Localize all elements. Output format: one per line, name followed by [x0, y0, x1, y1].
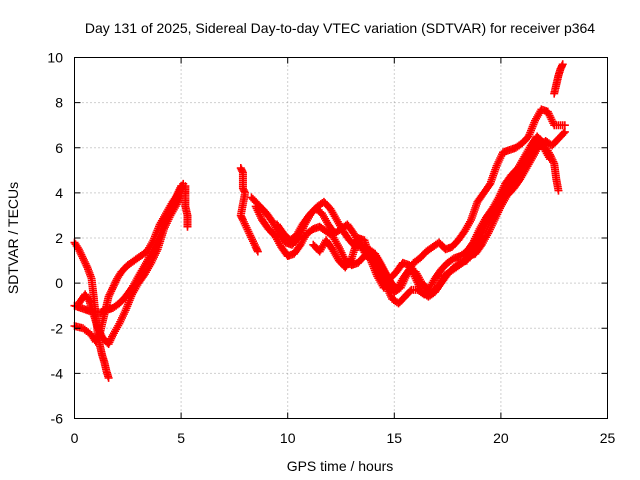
y-tick-label: -4	[51, 365, 64, 381]
data-points	[70, 60, 569, 382]
data-point	[560, 121, 569, 130]
data-point	[105, 338, 114, 347]
data-point	[485, 181, 494, 190]
data-point	[108, 285, 117, 294]
y-axis-label: SDTVAR / TECUs	[5, 182, 21, 294]
y-tick-label: -6	[51, 411, 64, 427]
data-point	[75, 247, 84, 256]
data-point	[559, 129, 568, 138]
data-point	[77, 250, 86, 259]
x-tick-label: 10	[280, 430, 296, 446]
data-point	[84, 295, 93, 304]
data-point	[109, 281, 118, 290]
y-tick-labels: -6 -4 -2 0 2 4 6 8 10	[47, 50, 63, 427]
x-tick-labels: 0 5 10 15 20 25	[71, 430, 616, 446]
y-tick-label: 4	[55, 185, 63, 201]
data-point	[107, 287, 116, 296]
data-point	[82, 261, 91, 270]
x-tick-label: 20	[493, 430, 509, 446]
grid	[74, 57, 608, 419]
data-point	[92, 335, 101, 344]
data-point	[108, 283, 117, 292]
data-point	[110, 280, 119, 289]
data-point	[105, 290, 114, 299]
data-point	[545, 155, 554, 164]
data-point	[74, 245, 83, 254]
series-track-d	[74, 191, 186, 349]
x-tick-label: 25	[600, 430, 616, 446]
x-axis-label: GPS time / hours	[287, 458, 394, 474]
data-point	[104, 340, 113, 349]
data-point	[106, 289, 115, 298]
data-point	[79, 256, 88, 265]
y-tick-label: 0	[55, 275, 63, 291]
data-point	[91, 337, 100, 346]
data-point	[104, 373, 113, 382]
data-point	[94, 326, 103, 335]
data-point	[106, 336, 115, 345]
data-point	[78, 252, 87, 261]
data-point	[560, 127, 569, 136]
data-point	[172, 200, 181, 209]
y-tick-label: 6	[55, 140, 63, 156]
data-point	[95, 327, 104, 336]
x-tick-label: 0	[71, 430, 79, 446]
data-point	[111, 278, 120, 287]
data-point	[76, 248, 85, 257]
data-point	[558, 60, 567, 69]
data-point	[81, 259, 90, 268]
data-point	[79, 254, 88, 263]
data-point	[104, 292, 113, 301]
y-tick-label: -2	[51, 320, 64, 336]
series-segment-e	[181, 182, 192, 231]
data-point	[253, 247, 262, 256]
data-point	[80, 257, 89, 266]
axis-ticks	[74, 57, 608, 419]
data-point	[93, 324, 102, 333]
series-track-j	[309, 136, 554, 301]
x-tick-label: 15	[387, 430, 403, 446]
data-point	[346, 255, 355, 264]
data-point	[107, 334, 116, 343]
y-tick-label: 10	[47, 50, 63, 66]
series-segment-f	[236, 164, 262, 256]
data-point	[173, 198, 182, 207]
data-point	[174, 196, 183, 205]
x-tick-label: 5	[177, 430, 185, 446]
series-segment-k	[550, 60, 567, 98]
data-point	[183, 222, 192, 231]
y-tick-label: 2	[55, 230, 63, 246]
y-tick-label: 8	[55, 95, 63, 111]
data-point	[554, 186, 563, 195]
data-point	[96, 329, 105, 338]
chart-title: Day 131 of 2025, Sidereal Day-to-day VTE…	[85, 20, 595, 36]
